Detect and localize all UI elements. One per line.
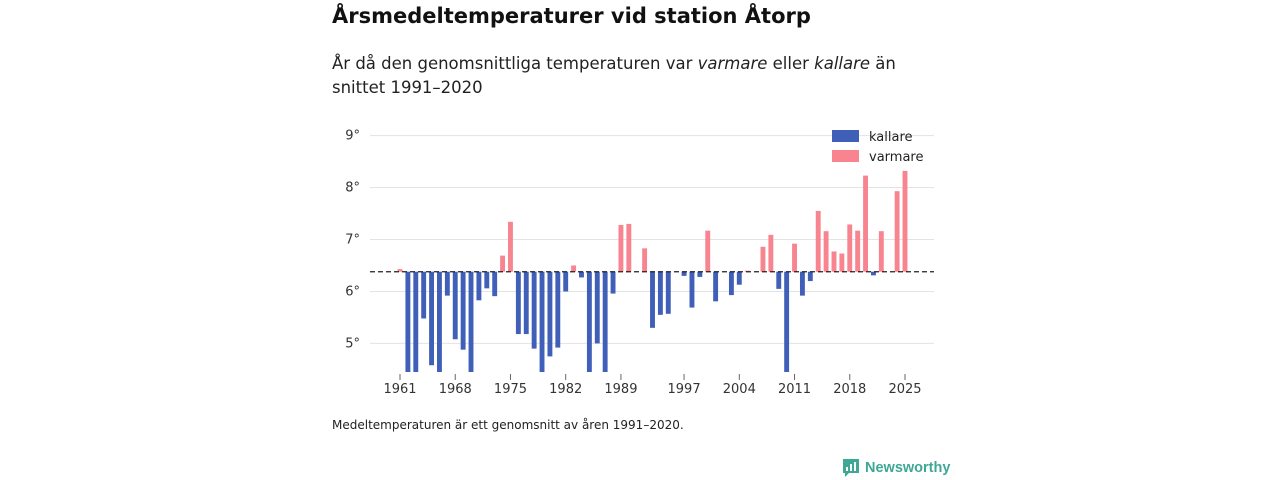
- subtitle-cold-word: kallare: [814, 54, 871, 73]
- x-tick-label: 1997: [668, 382, 701, 397]
- bar-kallare: [515, 271, 521, 335]
- bar-kallare: [784, 271, 790, 372]
- x-tick-label: 2018: [833, 382, 866, 397]
- bar-varmare: [642, 248, 648, 272]
- legend-swatch-varmare: [832, 150, 859, 162]
- temperature-bar-chart: 5° 6° 7° 8° 9° 1961 1968 1975 1982 1989 1997 2004 20…: [345, 129, 934, 397]
- bar-kallare: [405, 271, 411, 372]
- bar-kallare: [484, 271, 490, 289]
- x-tick-label: 2025: [888, 382, 921, 397]
- bar-kallare: [476, 271, 482, 301]
- bar-kallare: [531, 271, 537, 349]
- bar-kallare: [713, 271, 719, 302]
- bar-varmare: [626, 223, 632, 272]
- bar-kallare: [468, 271, 474, 372]
- bar-kallare: [736, 271, 742, 285]
- bar-kallare: [594, 271, 600, 344]
- bar-varmare: [894, 191, 900, 272]
- subtitle-text-3: än snittet 1991–2020: [332, 54, 896, 97]
- bar-kallare: [681, 271, 687, 276]
- bar-kallare: [728, 271, 734, 296]
- bar-kallare: [776, 271, 782, 289]
- bar-varmare: [705, 230, 711, 272]
- bar-kallare: [429, 271, 435, 366]
- bar-varmare: [902, 170, 908, 272]
- bar-kallare: [657, 271, 663, 315]
- bar-varmare: [792, 243, 797, 272]
- bar-varmare: [397, 269, 403, 272]
- bar-kallare: [689, 271, 695, 308]
- bar-kallare: [523, 271, 529, 335]
- y-tick-label: 7°: [345, 233, 360, 248]
- bar-kallare: [610, 271, 616, 294]
- bar-kallare: [437, 271, 442, 372]
- bar-varmare: [878, 231, 884, 272]
- bar-varmare: [815, 210, 821, 272]
- bar-varmare: [508, 221, 513, 272]
- subtitle-text-1: År då den genomsnittliga temperaturen va…: [332, 54, 698, 73]
- y-tick-label: 8°: [345, 181, 360, 196]
- bar-kallare: [807, 271, 813, 282]
- bar-kallare: [870, 271, 876, 276]
- x-tick-label: 1968: [439, 382, 472, 397]
- bar-kallare: [444, 271, 450, 296]
- bar-varmare: [618, 224, 624, 272]
- x-tick-label: 1975: [494, 382, 527, 397]
- bar-kallare: [697, 271, 703, 277]
- bar-kallare: [579, 271, 584, 278]
- bar-kallare: [460, 271, 466, 350]
- bar-kallare: [413, 271, 419, 372]
- chart-subtitle: År då den genomsnittliga temperaturen va…: [332, 52, 932, 100]
- bar-kallare: [555, 271, 561, 348]
- x-tick-label: 1961: [383, 382, 416, 397]
- legend-label-varmare: varmare: [869, 150, 923, 165]
- legend-swatch-kallare: [832, 130, 859, 142]
- y-tick-label: 5°: [345, 336, 360, 351]
- chart-title: Årsmedeltemperaturer vid station Åtorp: [332, 4, 811, 28]
- bar-varmare: [768, 234, 774, 272]
- bar-kallare: [492, 271, 498, 297]
- bar-varmare: [571, 265, 577, 272]
- x-tick-label: 1989: [604, 382, 637, 397]
- bar-varmare: [855, 230, 861, 272]
- y-tick-label: 9°: [345, 129, 360, 144]
- bar-varmare: [823, 231, 829, 272]
- bar-kallare: [547, 271, 553, 357]
- bar-kallare: [602, 271, 608, 372]
- newsworthy-logo-icon: [843, 459, 859, 477]
- bar-kallare: [665, 271, 671, 314]
- x-tick-label: 2011: [778, 382, 811, 397]
- subtitle-text-2: eller: [767, 54, 815, 73]
- bar-kallare: [421, 271, 427, 319]
- bar-kallare: [799, 271, 805, 296]
- bar-kallare: [452, 271, 458, 340]
- bar-kallare: [539, 271, 545, 372]
- y-tick-label: 6°: [345, 284, 360, 299]
- bar-kallare: [650, 271, 655, 328]
- brand-name: Newsworthy: [865, 460, 951, 476]
- x-tick-label: 1982: [549, 382, 582, 397]
- legend-label-kallare: kallare: [869, 130, 913, 145]
- bar-varmare: [863, 175, 868, 272]
- subtitle-warm-word: varmare: [697, 54, 768, 73]
- bar-varmare: [500, 255, 506, 272]
- bar-varmare: [760, 246, 766, 272]
- bar-varmare: [847, 224, 853, 272]
- footnote: Medeltemperaturen är ett genomsnitt av å…: [332, 418, 684, 432]
- x-tick-label: 2004: [723, 382, 756, 397]
- bar-varmare: [839, 253, 845, 272]
- bar-varmare: [831, 251, 837, 272]
- bar-kallare: [586, 271, 592, 372]
- bar-kallare: [563, 271, 569, 292]
- brand-logo[interactable]: Newsworthy: [842, 458, 950, 478]
